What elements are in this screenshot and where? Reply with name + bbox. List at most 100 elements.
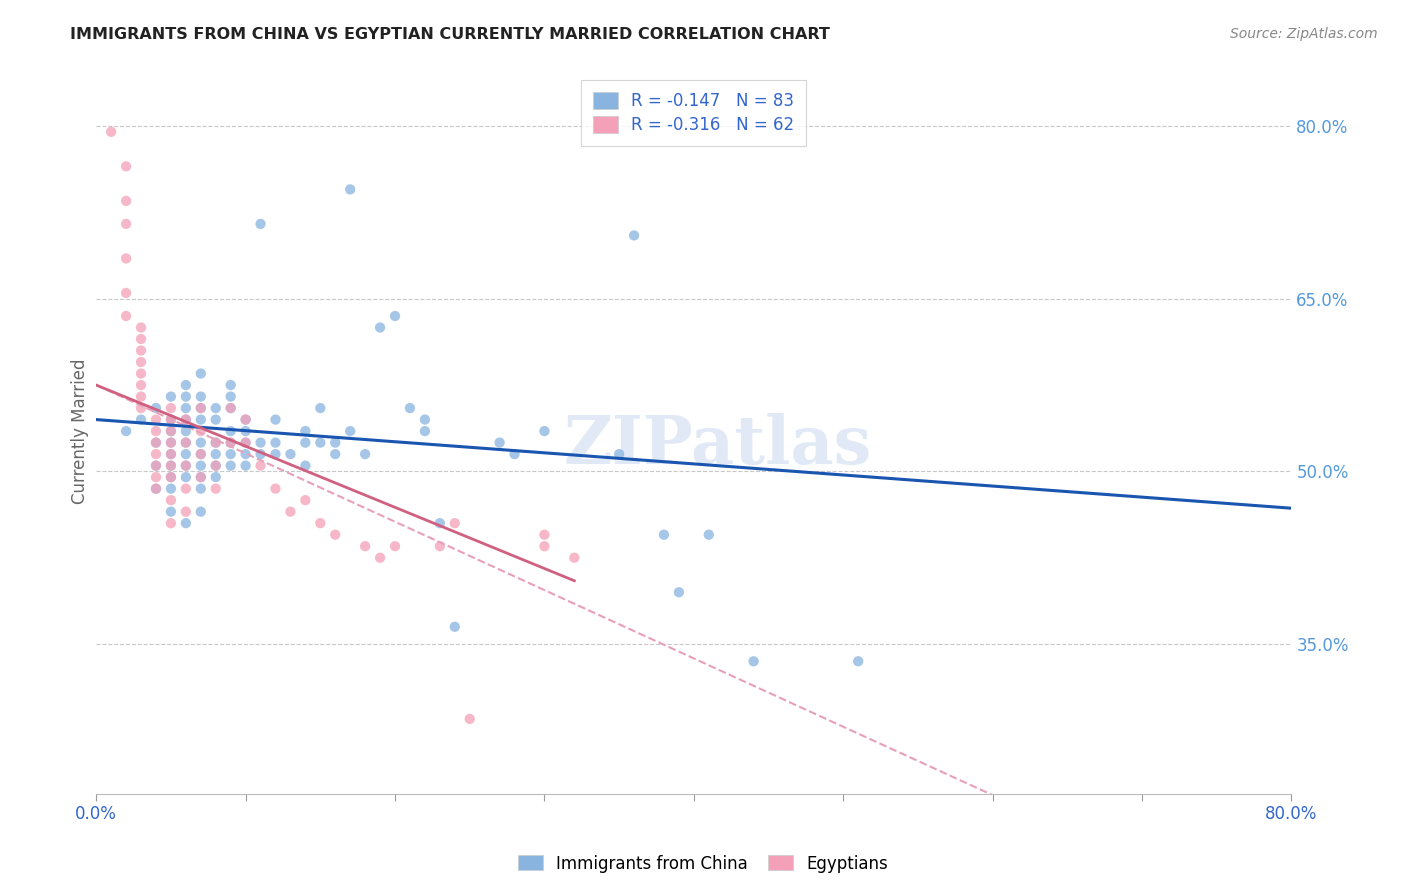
Point bbox=[323, 435, 346, 450]
Point bbox=[160, 482, 183, 496]
Point bbox=[219, 458, 242, 473]
Point bbox=[219, 401, 242, 415]
Point bbox=[533, 527, 555, 541]
Point bbox=[429, 516, 451, 531]
Point bbox=[190, 401, 212, 415]
Point bbox=[160, 435, 183, 450]
Point bbox=[145, 458, 167, 473]
Point bbox=[129, 343, 152, 358]
Point bbox=[204, 435, 226, 450]
Point bbox=[219, 401, 242, 415]
Point bbox=[264, 482, 287, 496]
Point bbox=[145, 412, 167, 426]
Point bbox=[160, 516, 183, 531]
Point bbox=[190, 458, 212, 473]
Point bbox=[115, 252, 138, 266]
Point bbox=[174, 435, 197, 450]
Point bbox=[190, 482, 212, 496]
Point bbox=[160, 435, 183, 450]
Point bbox=[204, 458, 226, 473]
Point bbox=[249, 217, 271, 231]
Point bbox=[100, 125, 122, 139]
Point bbox=[219, 447, 242, 461]
Point bbox=[190, 401, 212, 415]
Point bbox=[503, 447, 526, 461]
Point bbox=[458, 712, 481, 726]
Point bbox=[190, 367, 212, 381]
Point bbox=[249, 458, 271, 473]
Point bbox=[190, 435, 212, 450]
Point bbox=[354, 447, 377, 461]
Point bbox=[219, 424, 242, 438]
Y-axis label: Currently Married: Currently Married bbox=[72, 359, 89, 504]
Point bbox=[443, 516, 465, 531]
Point bbox=[533, 539, 555, 553]
Point bbox=[160, 447, 183, 461]
Point bbox=[160, 424, 183, 438]
Point bbox=[249, 447, 271, 461]
Point bbox=[190, 447, 212, 461]
Point bbox=[235, 447, 257, 461]
Point bbox=[429, 539, 451, 553]
Point bbox=[235, 435, 257, 450]
Point bbox=[145, 401, 167, 415]
Point bbox=[384, 539, 406, 553]
Point bbox=[204, 412, 226, 426]
Point bbox=[607, 447, 630, 461]
Point bbox=[145, 435, 167, 450]
Text: ZIPatlas: ZIPatlas bbox=[564, 413, 872, 478]
Point bbox=[219, 435, 242, 450]
Point bbox=[190, 447, 212, 461]
Point bbox=[174, 412, 197, 426]
Point bbox=[235, 424, 257, 438]
Point bbox=[219, 378, 242, 392]
Point bbox=[190, 505, 212, 519]
Point bbox=[160, 505, 183, 519]
Point bbox=[115, 285, 138, 300]
Point bbox=[174, 424, 197, 438]
Point bbox=[129, 390, 152, 404]
Point bbox=[323, 447, 346, 461]
Point bbox=[339, 182, 361, 196]
Point bbox=[160, 412, 183, 426]
Point bbox=[294, 435, 316, 450]
Point bbox=[174, 378, 197, 392]
Point bbox=[160, 458, 183, 473]
Point bbox=[115, 309, 138, 323]
Point bbox=[174, 482, 197, 496]
Point bbox=[145, 458, 167, 473]
Point bbox=[264, 412, 287, 426]
Point bbox=[174, 458, 197, 473]
Point bbox=[488, 435, 510, 450]
Point bbox=[204, 482, 226, 496]
Point bbox=[190, 470, 212, 484]
Point bbox=[145, 482, 167, 496]
Point bbox=[160, 458, 183, 473]
Point bbox=[190, 424, 212, 438]
Point bbox=[623, 228, 645, 243]
Point bbox=[309, 516, 332, 531]
Point bbox=[235, 458, 257, 473]
Point bbox=[697, 527, 720, 541]
Point bbox=[742, 654, 765, 668]
Point bbox=[115, 194, 138, 208]
Point bbox=[160, 447, 183, 461]
Point bbox=[174, 470, 197, 484]
Point bbox=[235, 412, 257, 426]
Point bbox=[294, 493, 316, 508]
Point bbox=[668, 585, 690, 599]
Point bbox=[323, 527, 346, 541]
Point bbox=[309, 435, 332, 450]
Point bbox=[145, 470, 167, 484]
Legend: R = -0.147   N = 83, R = -0.316   N = 62: R = -0.147 N = 83, R = -0.316 N = 62 bbox=[582, 80, 806, 146]
Text: IMMIGRANTS FROM CHINA VS EGYPTIAN CURRENTLY MARRIED CORRELATION CHART: IMMIGRANTS FROM CHINA VS EGYPTIAN CURREN… bbox=[70, 27, 830, 42]
Point bbox=[129, 355, 152, 369]
Point bbox=[160, 412, 183, 426]
Point bbox=[129, 320, 152, 334]
Point bbox=[174, 390, 197, 404]
Point bbox=[413, 412, 436, 426]
Point bbox=[368, 320, 391, 334]
Point bbox=[115, 160, 138, 174]
Point bbox=[129, 378, 152, 392]
Point bbox=[309, 401, 332, 415]
